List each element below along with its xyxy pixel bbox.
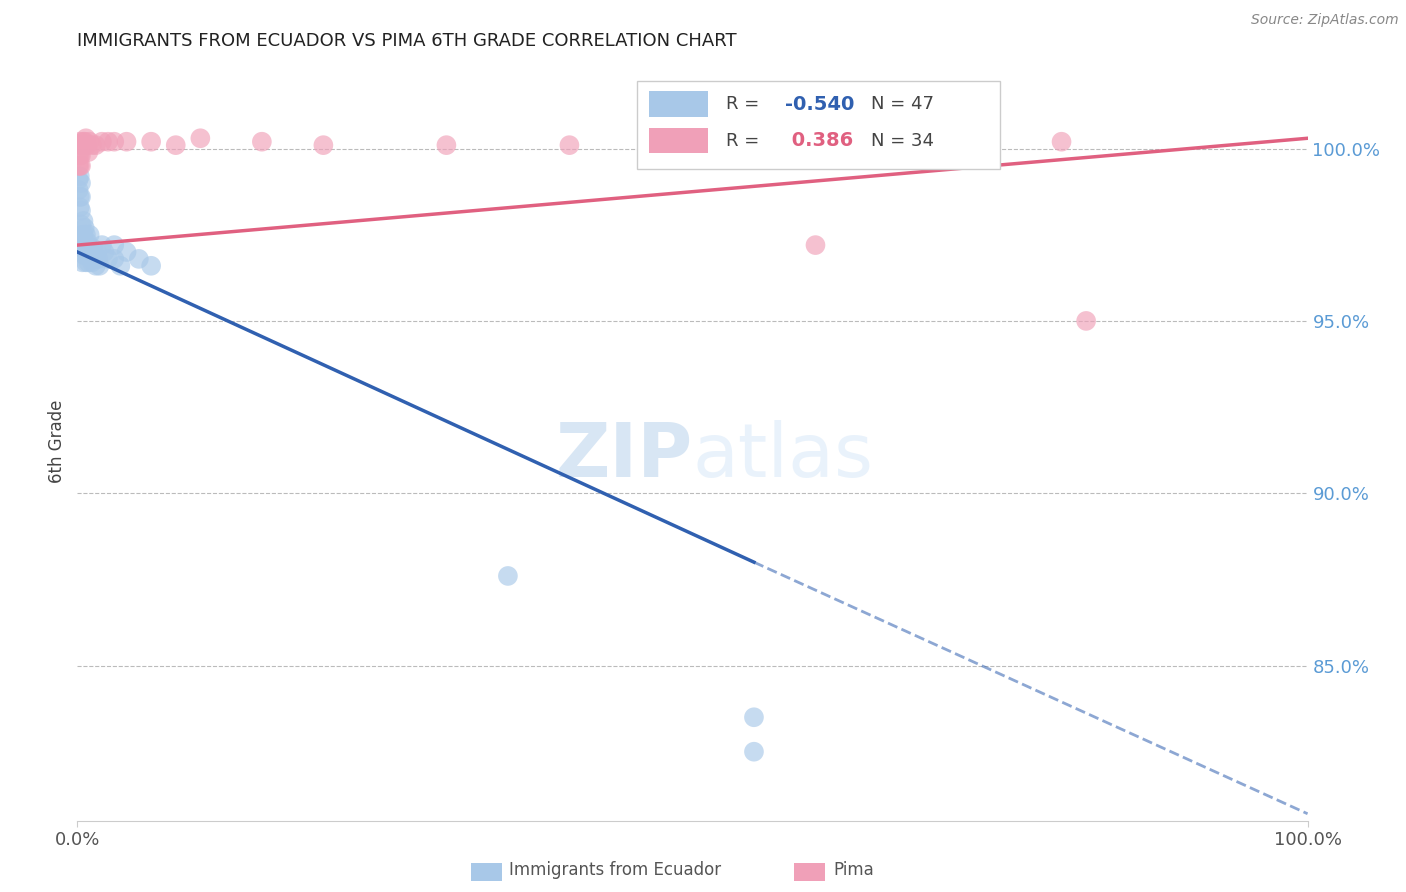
Point [83,252,105,266]
Point [1076,314,1098,328]
Point [90,135,114,149]
Point [93,244,115,259]
Text: Source: ZipAtlas.com: Source: ZipAtlas.com [1251,13,1399,28]
Point [80,248,103,262]
Point [84,138,107,153]
Point [87,252,110,266]
Point [67,172,90,186]
Point [73,220,96,235]
Point [69,200,91,214]
Point [75,131,97,145]
Point [70,242,93,256]
Text: N = 34: N = 34 [870,131,934,150]
Point [73,235,96,249]
Point [70,255,93,269]
Y-axis label: 6th Grade: 6th Grade [48,400,66,483]
Point [804,135,827,149]
Point [141,135,163,149]
Text: atlas: atlas [693,420,873,493]
FancyBboxPatch shape [650,91,709,117]
Text: Immigrants from Ecuador: Immigrants from Ecuador [509,861,721,879]
Point [75,227,97,242]
Point [70,203,93,218]
Point [250,135,273,149]
Point [82,242,104,256]
Text: -0.540: -0.540 [785,95,853,113]
Point [103,238,125,252]
Point [75,255,97,269]
Point [77,145,100,159]
Point [70,138,93,153]
Point [70,218,93,232]
Text: R =: R = [725,131,765,150]
Point [165,138,187,153]
Point [928,135,950,149]
Point [77,255,100,269]
Point [72,135,94,149]
Point [69,148,91,162]
Point [82,138,104,153]
Point [70,159,93,173]
Point [75,242,97,256]
Point [103,252,125,266]
Point [72,214,94,228]
Point [97,252,120,266]
Point [76,138,98,153]
Point [69,190,91,204]
Point [69,159,91,173]
Point [70,227,93,242]
Point [76,235,98,249]
Text: IMMIGRANTS FROM ECUADOR VS PIMA 6TH GRADE CORRELATION CHART: IMMIGRANTS FROM ECUADOR VS PIMA 6TH GRAD… [77,32,737,50]
Point [70,176,93,190]
Point [115,244,138,259]
Text: 0.386: 0.386 [785,131,853,150]
Point [79,242,101,256]
Point [79,135,101,149]
Point [90,238,114,252]
FancyBboxPatch shape [650,128,709,153]
Point [70,138,93,153]
Point [69,169,91,183]
Text: ZIP: ZIP [555,420,693,493]
Point [73,248,96,262]
Point [110,259,132,273]
Point [436,138,458,153]
Point [103,135,125,149]
Point [77,242,100,256]
Text: N = 47: N = 47 [870,95,934,113]
Point [67,183,90,197]
Point [742,710,765,724]
Point [141,259,163,273]
Point [742,745,765,759]
Point [70,190,93,204]
Point [188,131,212,145]
Point [82,255,104,269]
FancyBboxPatch shape [637,81,1000,169]
Point [558,138,581,153]
Point [86,244,108,259]
Point [496,569,519,583]
Point [312,138,335,153]
Point [115,135,138,149]
Text: R =: R = [725,95,765,113]
Point [76,248,98,262]
Point [128,252,150,266]
Text: Pima: Pima [834,861,875,879]
Point [67,159,90,173]
Point [70,148,93,162]
Point [72,242,94,256]
Point [73,135,96,149]
Point [67,148,90,162]
Point [72,227,94,242]
Point [97,135,120,149]
Point [682,135,704,149]
Point [804,238,827,252]
Point [69,135,91,149]
Point [84,259,107,273]
Point [79,227,101,242]
Point [1050,135,1073,149]
Point [89,259,111,273]
